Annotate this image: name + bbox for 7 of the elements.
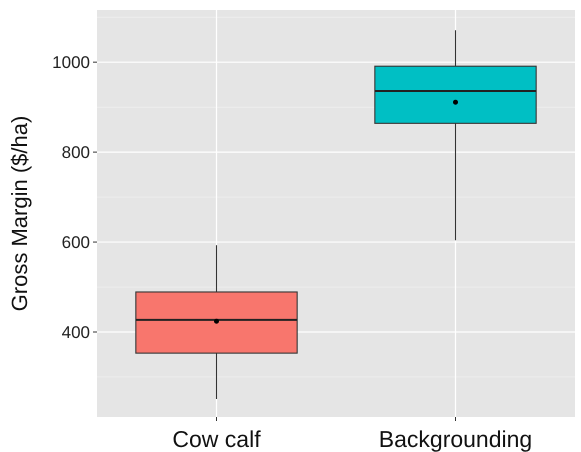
y-axis-title: Gross Margin ($/ha) xyxy=(7,116,32,312)
x-tick-label: Cow calf xyxy=(172,426,262,452)
y-tick-label: 800 xyxy=(62,143,90,162)
x-tick-label: Backgrounding xyxy=(378,426,532,452)
y-tick-label: 600 xyxy=(62,233,90,252)
y-tick-label: 1000 xyxy=(52,53,90,72)
y-tick-label: 400 xyxy=(62,322,90,342)
